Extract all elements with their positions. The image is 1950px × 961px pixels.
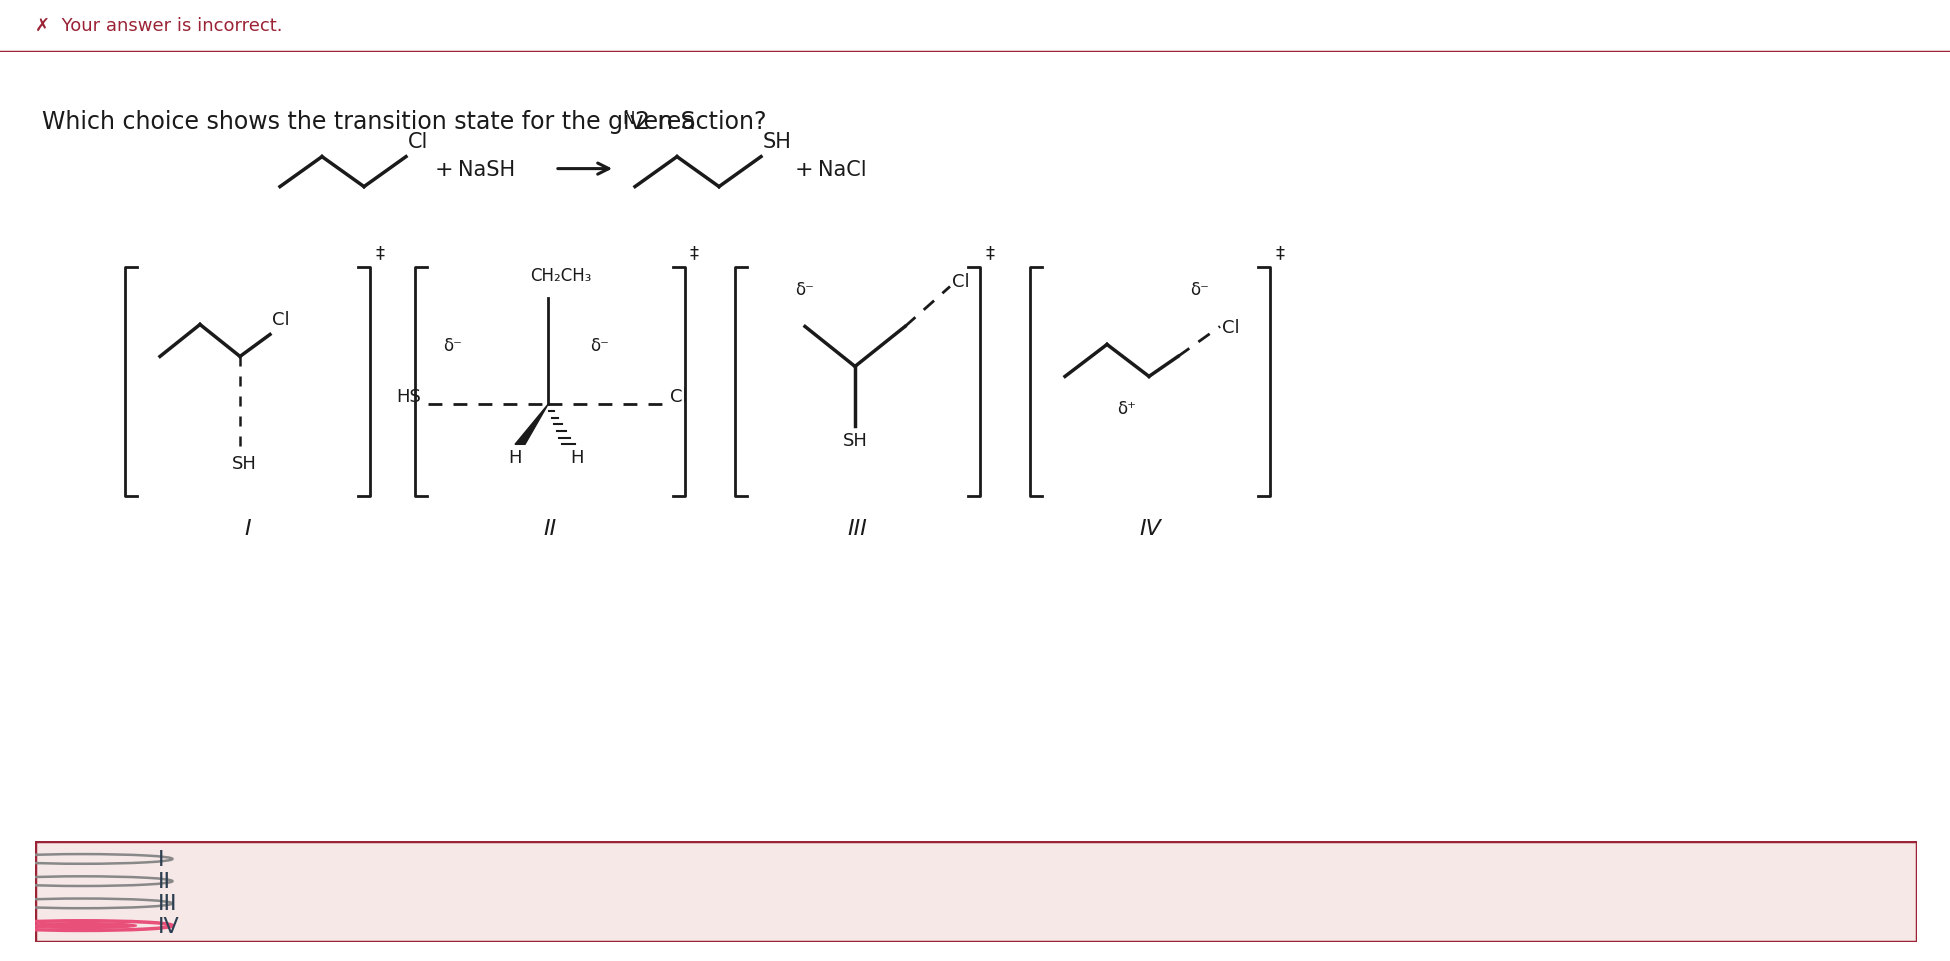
- Text: δ⁺: δ⁺: [1117, 400, 1137, 418]
- Text: δ⁻: δ⁻: [1190, 282, 1209, 299]
- Text: SH: SH: [232, 455, 257, 473]
- Text: δ⁻: δ⁻: [591, 337, 608, 355]
- Text: Cl: Cl: [408, 132, 429, 152]
- Polygon shape: [515, 405, 548, 445]
- Text: Cl: Cl: [1223, 319, 1240, 337]
- Text: Which choice shows the transition state for the given S: Which choice shows the transition state …: [43, 110, 696, 134]
- Text: ‡: ‡: [374, 244, 384, 262]
- Text: +: +: [435, 160, 454, 180]
- Text: III: III: [158, 894, 177, 913]
- Text: III: III: [848, 519, 868, 539]
- Text: δ⁻: δ⁻: [443, 337, 462, 355]
- Text: I: I: [158, 850, 164, 869]
- Text: H: H: [569, 449, 583, 467]
- Text: Cl: Cl: [952, 272, 969, 290]
- Text: N: N: [622, 110, 634, 128]
- Text: δ⁻: δ⁻: [796, 282, 813, 299]
- Text: IV: IV: [1139, 519, 1160, 539]
- Text: CH₂CH₃: CH₂CH₃: [530, 267, 591, 285]
- FancyBboxPatch shape: [35, 841, 1917, 942]
- Text: Cl: Cl: [271, 311, 291, 329]
- Text: II: II: [158, 872, 170, 891]
- Text: H: H: [509, 449, 521, 467]
- Text: NaCl: NaCl: [817, 160, 866, 180]
- Circle shape: [27, 923, 137, 928]
- Text: Cl: Cl: [671, 388, 688, 406]
- Text: ‡: ‡: [690, 244, 698, 262]
- Text: SH: SH: [762, 132, 792, 152]
- Text: 2 reaction?: 2 reaction?: [636, 110, 766, 134]
- Text: I: I: [244, 519, 252, 539]
- Text: SH: SH: [842, 431, 868, 450]
- Text: +: +: [796, 160, 813, 180]
- Text: NaSH: NaSH: [458, 160, 515, 180]
- Text: ✗  Your answer is incorrect.: ✗ Your answer is incorrect.: [35, 16, 283, 35]
- Text: IV: IV: [158, 916, 179, 936]
- Text: II: II: [544, 519, 556, 539]
- Text: ‡: ‡: [1275, 244, 1283, 262]
- Text: ‡: ‡: [985, 244, 994, 262]
- Text: HS: HS: [396, 388, 421, 406]
